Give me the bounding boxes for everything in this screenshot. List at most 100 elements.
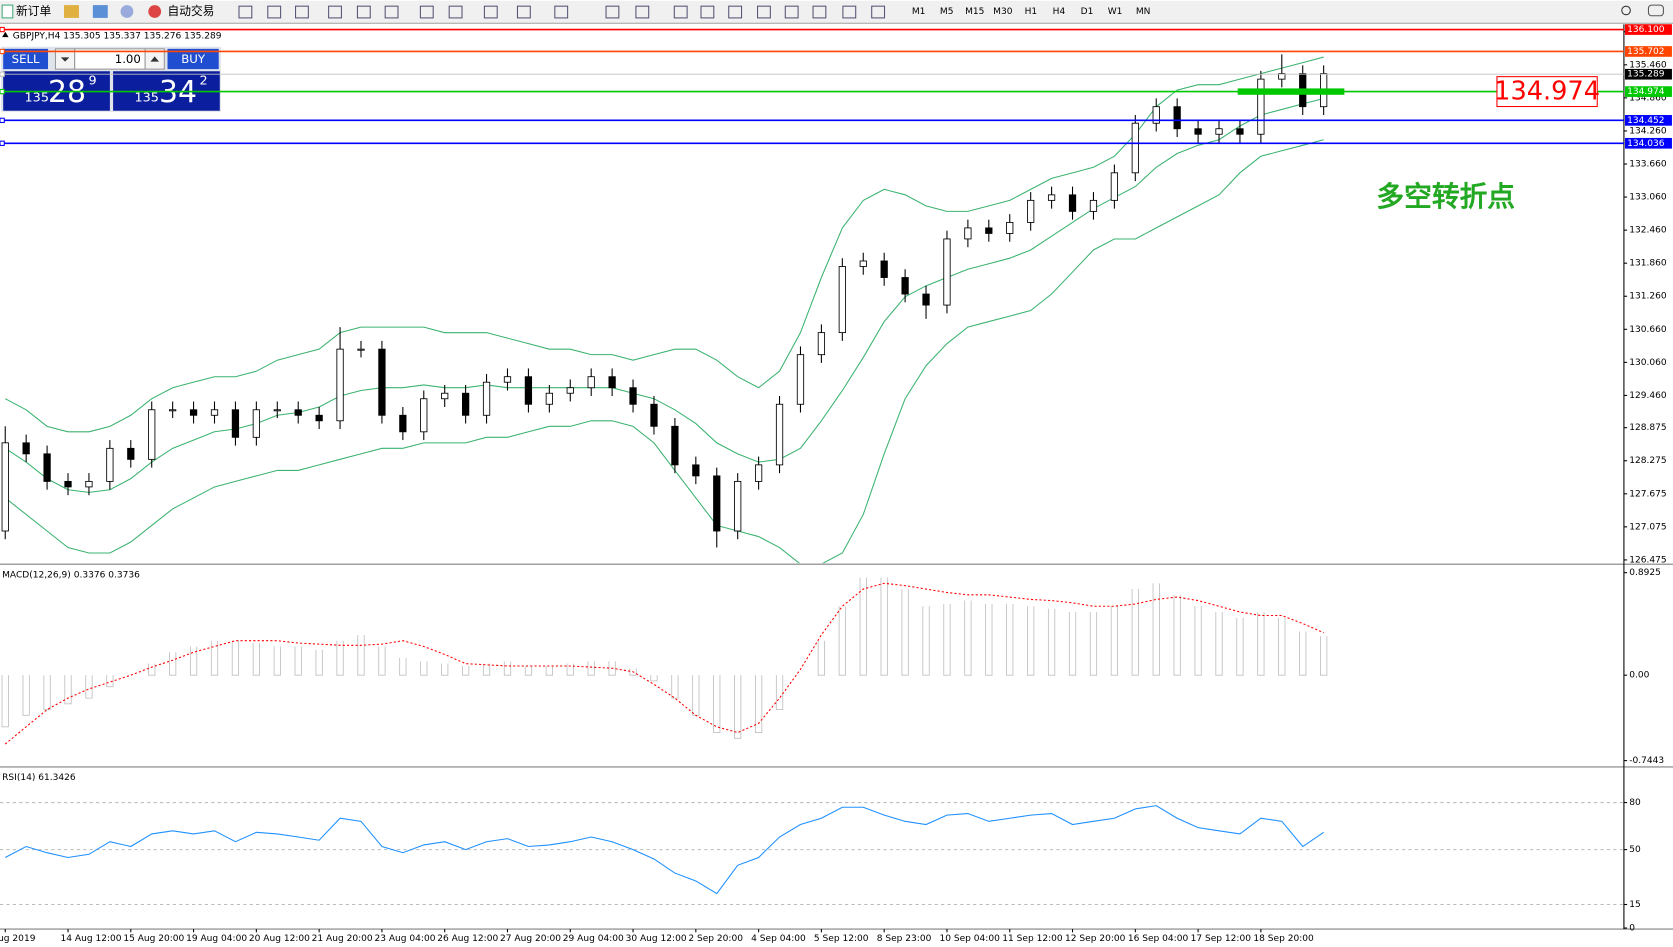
macd-signal bbox=[4, 582, 1324, 745]
toolbar-icon[interactable] bbox=[448, 5, 463, 19]
candle-body bbox=[629, 387, 637, 405]
candle-body bbox=[587, 376, 595, 389]
timeframe-button[interactable]: D1 bbox=[1081, 7, 1094, 17]
toolbar-button[interactable]: 新订单 bbox=[1, 4, 51, 19]
candle-body bbox=[189, 409, 198, 416]
toolbar-icon[interactable] bbox=[554, 5, 569, 19]
toolbar-icon[interactable] bbox=[516, 5, 531, 19]
toolbar-icon[interactable] bbox=[384, 5, 399, 19]
candle-body bbox=[608, 376, 616, 389]
macd-bar bbox=[1299, 631, 1307, 676]
toolbar-icon[interactable] bbox=[871, 5, 886, 19]
macd-bar bbox=[985, 603, 993, 676]
toolbar-button[interactable]: 自动交易 bbox=[148, 4, 214, 18]
price-plot bbox=[1, 54, 1328, 564]
toolbar-icon[interactable] bbox=[757, 5, 771, 19]
toolbar-icon[interactable] bbox=[356, 5, 371, 19]
macd-bar bbox=[587, 660, 595, 676]
level-label-bg bbox=[1624, 24, 1672, 35]
candle-body bbox=[859, 260, 867, 267]
indicator-title: RSI(14) 61.3426 bbox=[2, 773, 76, 783]
timeframe-button[interactable]: MN bbox=[1136, 7, 1151, 17]
candle-body bbox=[22, 442, 30, 455]
timeframe-button[interactable]: H1 bbox=[1025, 7, 1038, 17]
toolbar-icon[interactable] bbox=[267, 5, 282, 19]
toolbar-icon[interactable] bbox=[295, 5, 309, 19]
toolbar-icon[interactable] bbox=[328, 5, 342, 19]
candle-body bbox=[1131, 122, 1139, 174]
x-tick-label: 27 Aug 20:00 bbox=[500, 934, 561, 944]
toolbar-icon[interactable] bbox=[483, 5, 498, 19]
toolbar-icon[interactable] bbox=[605, 5, 620, 19]
timeframe-button[interactable]: H4 bbox=[1053, 7, 1066, 17]
toolbar-icon[interactable] bbox=[812, 5, 827, 19]
candle-body bbox=[1257, 78, 1265, 135]
buy-button[interactable] bbox=[167, 48, 219, 70]
macd-bar bbox=[294, 646, 302, 676]
toolbar-icon[interactable] bbox=[700, 5, 715, 19]
candle-body bbox=[420, 398, 428, 433]
candle-body bbox=[1027, 199, 1035, 223]
candle-body bbox=[357, 348, 365, 351]
icon[interactable] bbox=[64, 5, 79, 18]
macd-bar bbox=[1173, 594, 1181, 676]
callout-text: 134.974 bbox=[1494, 77, 1600, 107]
toolbar-icon[interactable] bbox=[673, 5, 688, 19]
x-tick-label: 11 Sep 12:00 bbox=[1002, 934, 1063, 944]
search-icon[interactable] bbox=[1621, 5, 1631, 16]
toolbar-icon[interactable] bbox=[238, 5, 253, 19]
macd-bar bbox=[378, 646, 386, 676]
bollinger-band bbox=[4, 56, 1324, 433]
toolbar-icon[interactable] bbox=[419, 5, 434, 19]
y-tick-label: -0.7443 bbox=[1629, 756, 1664, 766]
timeframe-button[interactable]: M5 bbox=[940, 7, 954, 17]
timeframe-button[interactable]: M1 bbox=[912, 7, 926, 17]
candle-body bbox=[796, 354, 805, 405]
collapse-arrow[interactable] bbox=[2, 31, 9, 38]
buy-label[interactable]: BUY bbox=[181, 52, 206, 66]
toolbar-icon[interactable] bbox=[842, 5, 857, 19]
chat-icon[interactable] bbox=[1647, 4, 1664, 17]
x-tick-label: 18 Sep 20:00 bbox=[1253, 934, 1314, 944]
toolbar-icon[interactable] bbox=[784, 5, 799, 19]
y-tick-label: 80 bbox=[1629, 798, 1641, 808]
lot-value[interactable]: 1.00 bbox=[115, 52, 141, 66]
y-tick-label: 128.875 bbox=[1629, 423, 1666, 433]
macd-bar bbox=[901, 588, 909, 676]
macd-bar bbox=[1194, 605, 1202, 676]
y-tick-label: 131.860 bbox=[1629, 259, 1667, 269]
candle-body bbox=[671, 425, 679, 466]
macd-bar bbox=[566, 663, 574, 676]
toolbar-icon[interactable] bbox=[635, 5, 650, 19]
icon[interactable] bbox=[120, 5, 134, 18]
icon[interactable] bbox=[92, 5, 108, 18]
annotation-note: 多空转折点 bbox=[1376, 180, 1515, 213]
timeframe-button[interactable]: M30 bbox=[993, 7, 1013, 17]
macd-bar bbox=[43, 674, 51, 711]
toolbar-icon[interactable] bbox=[728, 5, 743, 19]
timeframe-button[interactable]: W1 bbox=[1108, 7, 1123, 17]
x-tick-label: 14 Aug 12:00 bbox=[61, 934, 122, 944]
candle-body bbox=[106, 447, 114, 482]
level-handle bbox=[0, 140, 5, 146]
y-tick-label: 15 bbox=[1629, 900, 1641, 910]
candle-body bbox=[922, 293, 930, 306]
macd-bar bbox=[1236, 617, 1244, 676]
sell-button[interactable] bbox=[3, 48, 49, 70]
sell-label[interactable]: SELL bbox=[12, 52, 40, 66]
macd-bar bbox=[169, 651, 177, 676]
macd-bar bbox=[922, 605, 930, 676]
macd-bar bbox=[1110, 605, 1119, 676]
candle-body bbox=[734, 480, 742, 532]
timeframe-button[interactable]: M15 bbox=[965, 7, 984, 17]
x-tick-label: 30 Aug 12:00 bbox=[626, 934, 687, 944]
macd-bar bbox=[671, 674, 679, 699]
buy-price-small: 2 bbox=[200, 73, 208, 88]
candle-body bbox=[692, 464, 700, 477]
candle-body bbox=[273, 409, 281, 412]
y-tick-label: 50 bbox=[1629, 845, 1641, 855]
sell-price-small: 9 bbox=[89, 73, 97, 88]
new-order-label[interactable]: 新订单 bbox=[16, 4, 51, 18]
auto-trading-label[interactable]: 自动交易 bbox=[168, 4, 215, 18]
